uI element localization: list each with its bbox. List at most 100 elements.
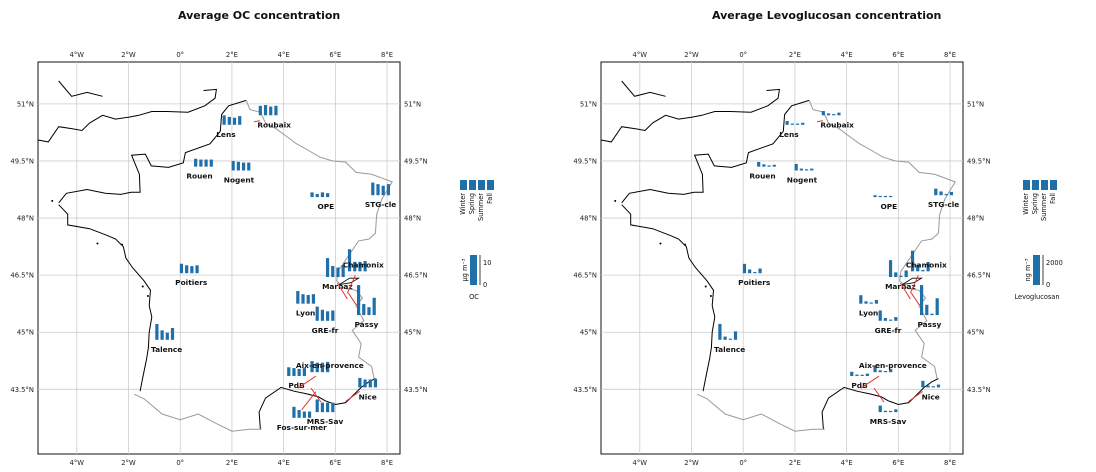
- legend-bar: [1032, 180, 1039, 190]
- site-bar: [939, 191, 943, 196]
- site-bar: [790, 123, 794, 125]
- lon-tick-bottom: 6°E: [892, 459, 904, 467]
- site-bar: [935, 298, 939, 316]
- site-label: Lens: [779, 130, 799, 139]
- site-label: MRS-Sav: [307, 417, 344, 426]
- lon-tick-top: 2°W: [684, 51, 699, 59]
- site-bar: [331, 265, 335, 278]
- scale-bar: [470, 255, 477, 285]
- legend-bar: [460, 180, 467, 190]
- site-bar: [894, 272, 898, 278]
- legend-season-label: Summer: [1040, 193, 1048, 221]
- site-label: Aix-en-provence: [859, 361, 927, 370]
- site-bar: [757, 161, 761, 167]
- coastline: [821, 378, 939, 430]
- lat-tick-left: 49.5°N: [573, 157, 597, 165]
- site-label: Passy: [354, 320, 378, 329]
- site-poitiers: Poitiers: [738, 263, 771, 287]
- season-legend: Winter Spring Summer Fall: [459, 180, 494, 221]
- legend-bar: [469, 180, 476, 190]
- site-roubaix: Roubaix: [257, 105, 291, 129]
- site-bar: [199, 159, 203, 167]
- map-frame: [600, 61, 964, 455]
- site-bar: [376, 184, 380, 196]
- site-bar: [241, 162, 246, 171]
- site-label: Aix-en-provence: [296, 361, 364, 370]
- site-bar: [315, 399, 319, 413]
- site-bar: [878, 370, 882, 373]
- site-bar: [209, 159, 213, 167]
- site-arrow: [860, 375, 880, 389]
- site-bar: [873, 195, 877, 198]
- site-gre-fr: GRE-fr: [312, 306, 339, 335]
- site-label: MRS-Sav: [870, 417, 907, 426]
- lat-tick-right: 48°N: [967, 215, 984, 223]
- site-arrow: [310, 387, 322, 403]
- site-bar: [899, 275, 903, 278]
- lat-tick-right: 49.5°N: [967, 157, 991, 165]
- site-label: Talence: [151, 345, 182, 354]
- site-bar: [904, 270, 908, 278]
- site-bar: [372, 297, 376, 316]
- country-border: [808, 100, 956, 379]
- site-nice: Nice: [345, 377, 378, 402]
- site-bar: [837, 112, 841, 116]
- site-bar: [859, 295, 863, 304]
- site-label: Nice: [922, 392, 940, 401]
- site-bar: [297, 368, 301, 376]
- island: [146, 295, 149, 298]
- site-bar: [850, 371, 854, 376]
- site-label: Passy: [917, 320, 941, 329]
- lon-tick-bottom: 4°W: [70, 459, 85, 467]
- site-talence: Talence: [151, 324, 182, 354]
- site-bar: [873, 365, 877, 373]
- lon-tick-bottom: 2°W: [684, 459, 699, 467]
- site-arrow: [253, 120, 261, 123]
- island: [121, 243, 124, 246]
- site-bar: [368, 379, 372, 388]
- site-arrow: [336, 282, 348, 300]
- lon-tick-top: 8°E: [944, 51, 956, 59]
- scale-bar: [1033, 255, 1040, 285]
- site-bar: [326, 311, 330, 321]
- lat-tick-left: 45°N: [17, 329, 34, 337]
- lat-tick-left: 51°N: [17, 100, 34, 108]
- site-bar: [320, 309, 325, 321]
- site-bar: [794, 163, 798, 171]
- site-bar: [301, 294, 305, 304]
- site-bar: [232, 117, 237, 125]
- site-label: Chamonix: [906, 260, 947, 269]
- site-passy: Passy: [347, 285, 378, 329]
- site-arrow: [908, 390, 923, 402]
- site-bar: [297, 409, 301, 418]
- site-bar: [296, 291, 300, 304]
- legend-bar: [478, 180, 485, 190]
- lat-tick-right: 45°N: [404, 329, 421, 337]
- site-bar: [925, 304, 929, 316]
- scale-tick: 2000: [1046, 259, 1063, 267]
- site-bar: [889, 319, 893, 321]
- site-bar: [934, 188, 938, 196]
- lon-tick-top: 4°W: [70, 51, 85, 59]
- lat-tick-right: 43.5°N: [404, 386, 428, 394]
- coastline: [58, 204, 153, 392]
- lon-tick-top: 2°E: [789, 51, 801, 59]
- site-pdb: PdB: [850, 371, 869, 390]
- country-border: [133, 393, 262, 432]
- site-lyon: Lyon: [859, 295, 878, 318]
- site-bar: [742, 263, 747, 274]
- lon-tick-bottom: 6°E: [329, 459, 341, 467]
- lat-tick-left: 46.5°N: [10, 272, 34, 280]
- site-bar: [356, 285, 361, 316]
- site-label: GRE-fr: [875, 326, 902, 335]
- site-bar: [799, 168, 803, 171]
- site-bar: [320, 402, 325, 413]
- site-rouen: Rouen: [186, 158, 213, 181]
- site-bar: [883, 370, 888, 373]
- site-bar: [353, 261, 357, 272]
- coastline: [258, 378, 376, 430]
- site-bar: [921, 380, 925, 388]
- site-bar: [949, 191, 954, 196]
- coastline: [37, 88, 217, 143]
